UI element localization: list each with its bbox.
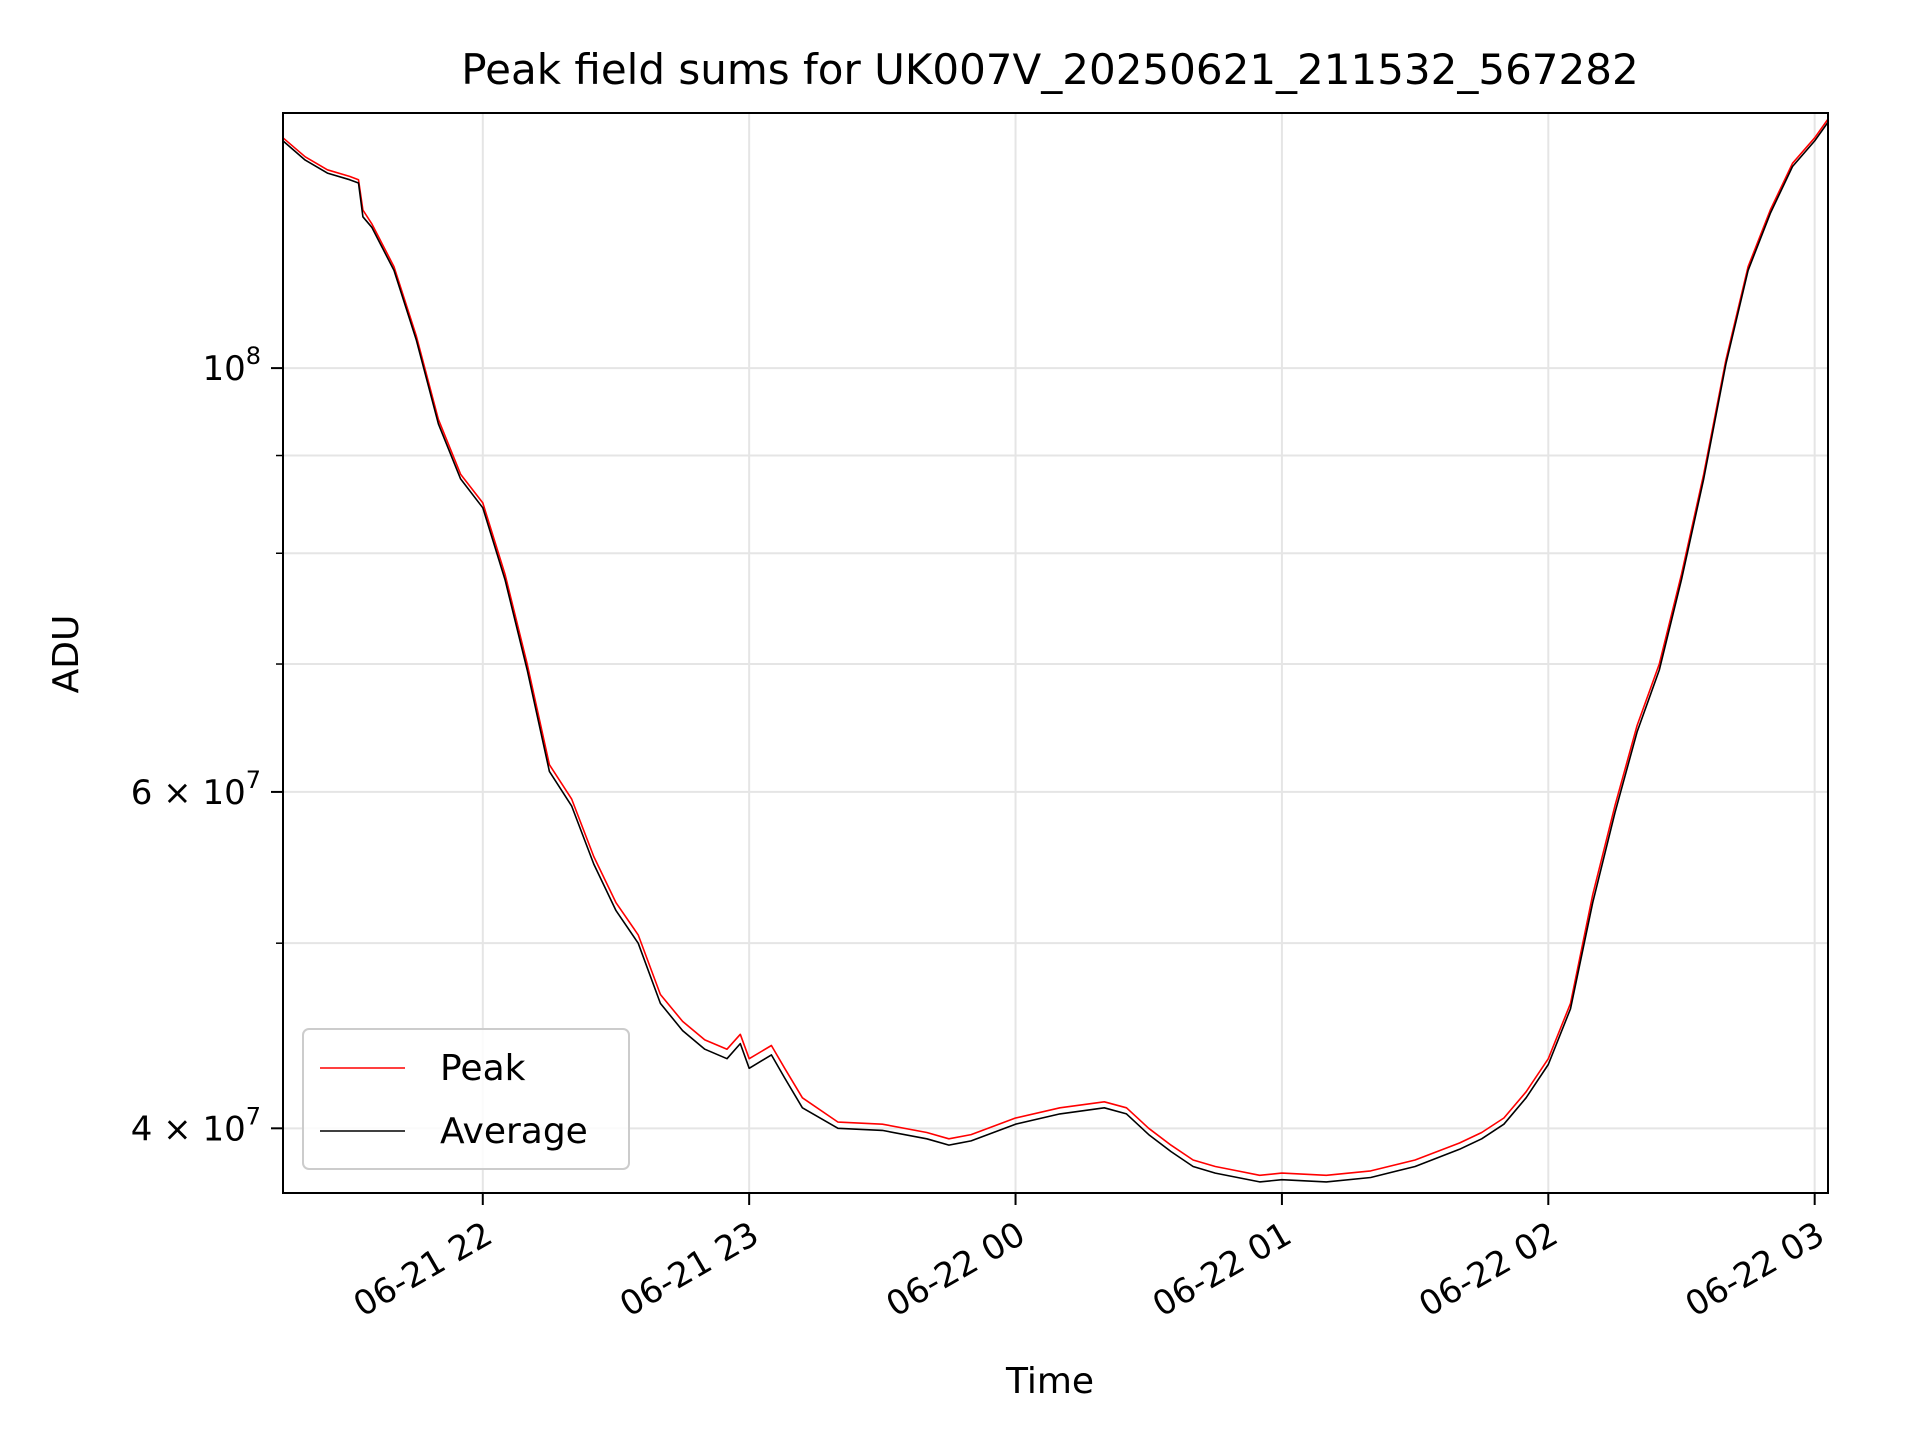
y-axis: 4 × 107 6 × 107 108 bbox=[131, 342, 283, 1149]
legend-label-peak: Peak bbox=[440, 1048, 526, 1089]
series-line-average bbox=[282, 121, 1829, 1183]
plot-lines bbox=[282, 118, 1829, 1183]
y-axis-label: ADU bbox=[46, 615, 87, 694]
chart-title: Peak field sums for UK007V_20250621_2115… bbox=[461, 45, 1638, 94]
y-tick-label: 6 × 107 bbox=[131, 766, 261, 813]
legend-box bbox=[302, 1028, 630, 1170]
legend: Peak Average bbox=[302, 1028, 630, 1170]
y-tick-label: 108 bbox=[202, 342, 261, 389]
series-line-peak bbox=[282, 118, 1829, 1177]
axes-frame bbox=[282, 112, 1829, 1194]
y-tick-label: 4 × 107 bbox=[131, 1102, 261, 1149]
legend-label-average: Average bbox=[440, 1111, 588, 1152]
x-axis-label: Time bbox=[1005, 1361, 1094, 1402]
